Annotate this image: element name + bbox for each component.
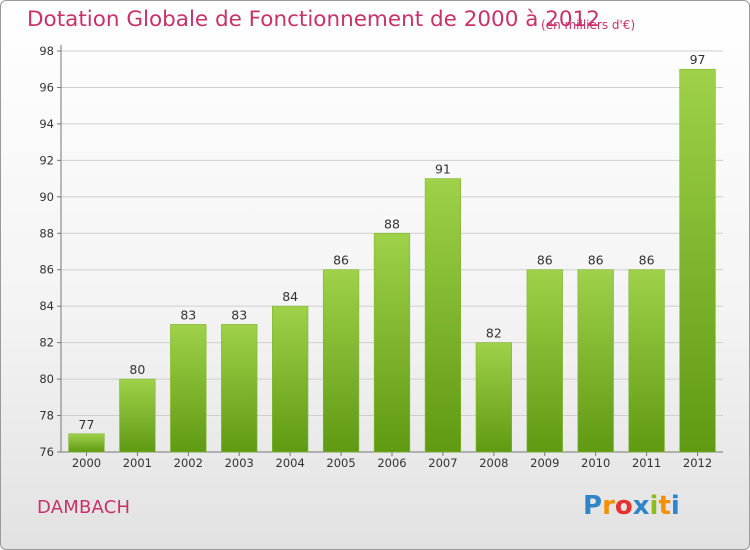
x-tick-label: 2004 <box>276 456 305 470</box>
bar-2006 <box>373 232 411 453</box>
bar-2002 <box>170 324 207 453</box>
bar-2011 <box>628 269 665 453</box>
proxiti-logo: Proxiti <box>583 491 680 521</box>
y-tick-label: 90 <box>39 190 54 204</box>
logo-letter: x <box>632 491 650 521</box>
y-tick-label: 84 <box>39 299 54 313</box>
bar-value-label: 82 <box>486 326 502 341</box>
bar-2003 <box>221 324 258 453</box>
bar-2007 <box>424 178 462 453</box>
logo-letter: i <box>649 491 659 521</box>
logo-letter: t <box>658 491 671 521</box>
x-tick-label: 2007 <box>428 456 457 470</box>
x-tick-label: 2000 <box>72 456 101 470</box>
bar-value-label: 84 <box>282 289 298 304</box>
bar-value-label: 80 <box>129 362 145 377</box>
y-tick-label: 80 <box>39 372 54 386</box>
bar-2004 <box>272 305 309 453</box>
bar-value-label: 86 <box>639 253 655 268</box>
bar-2001 <box>119 378 156 453</box>
x-tick-label: 2001 <box>123 456 152 470</box>
bar-value-label: 86 <box>537 253 553 268</box>
bar-value-labels: 77 80 83 83 84 86 88 91 82 86 86 86 97 <box>79 52 706 432</box>
commune-name: DAMBACH <box>37 497 131 518</box>
y-tick-label: 96 <box>39 80 54 94</box>
x-tick-label: 2010 <box>581 456 610 470</box>
y-tick-labels: 76 78 80 82 84 86 88 90 92 94 96 98 <box>39 44 54 459</box>
x-tick-label: 2002 <box>174 456 203 470</box>
logo-letter: P <box>583 491 603 521</box>
bar-2010 <box>577 269 614 453</box>
logo-letter: i <box>670 491 680 521</box>
bar-2009 <box>526 269 563 453</box>
x-tick-label: 2008 <box>479 456 508 470</box>
bar-2008 <box>475 342 512 453</box>
bars <box>68 68 716 453</box>
x-tick-label: 2006 <box>377 456 406 470</box>
chart-title: Dotation Globale de Fonctionnement de 20… <box>27 7 600 32</box>
logo-letter: o <box>614 491 633 521</box>
y-tick-label: 92 <box>39 153 54 167</box>
bar-value-label: 83 <box>180 307 196 322</box>
bar-value-label: 97 <box>690 52 706 67</box>
bar-value-label: 86 <box>333 253 349 268</box>
y-tick-label: 76 <box>39 445 54 459</box>
logo-letter: r <box>602 491 615 521</box>
bar-value-label: 83 <box>231 307 247 322</box>
x-tick-label: 2003 <box>225 456 254 470</box>
bar-2012 <box>679 68 716 453</box>
chart-subtitle: (en milliers d'€) <box>541 18 636 32</box>
x-tick-label: 2012 <box>683 456 712 470</box>
bar-2005 <box>322 269 360 453</box>
y-tick-label: 82 <box>39 336 54 350</box>
bar-value-label: 91 <box>435 162 451 177</box>
bar-value-label: 88 <box>384 216 400 231</box>
y-tick-label: 86 <box>39 263 54 277</box>
bar-value-label: 86 <box>588 253 604 268</box>
bar-2000 <box>68 433 105 453</box>
y-tick-label: 98 <box>39 44 54 58</box>
x-tick-label: 2005 <box>326 456 355 470</box>
y-tick-label: 78 <box>39 409 54 423</box>
x-tick-label: 2011 <box>632 456 661 470</box>
y-tick-label: 88 <box>39 226 54 240</box>
x-tick-label: 2009 <box>530 456 559 470</box>
y-tick-label: 94 <box>39 117 54 131</box>
x-tick-labels: 2000 2001 2002 2003 2004 2005 2006 2007 2008 2009… <box>72 456 712 470</box>
bar-value-label: 77 <box>79 417 95 432</box>
